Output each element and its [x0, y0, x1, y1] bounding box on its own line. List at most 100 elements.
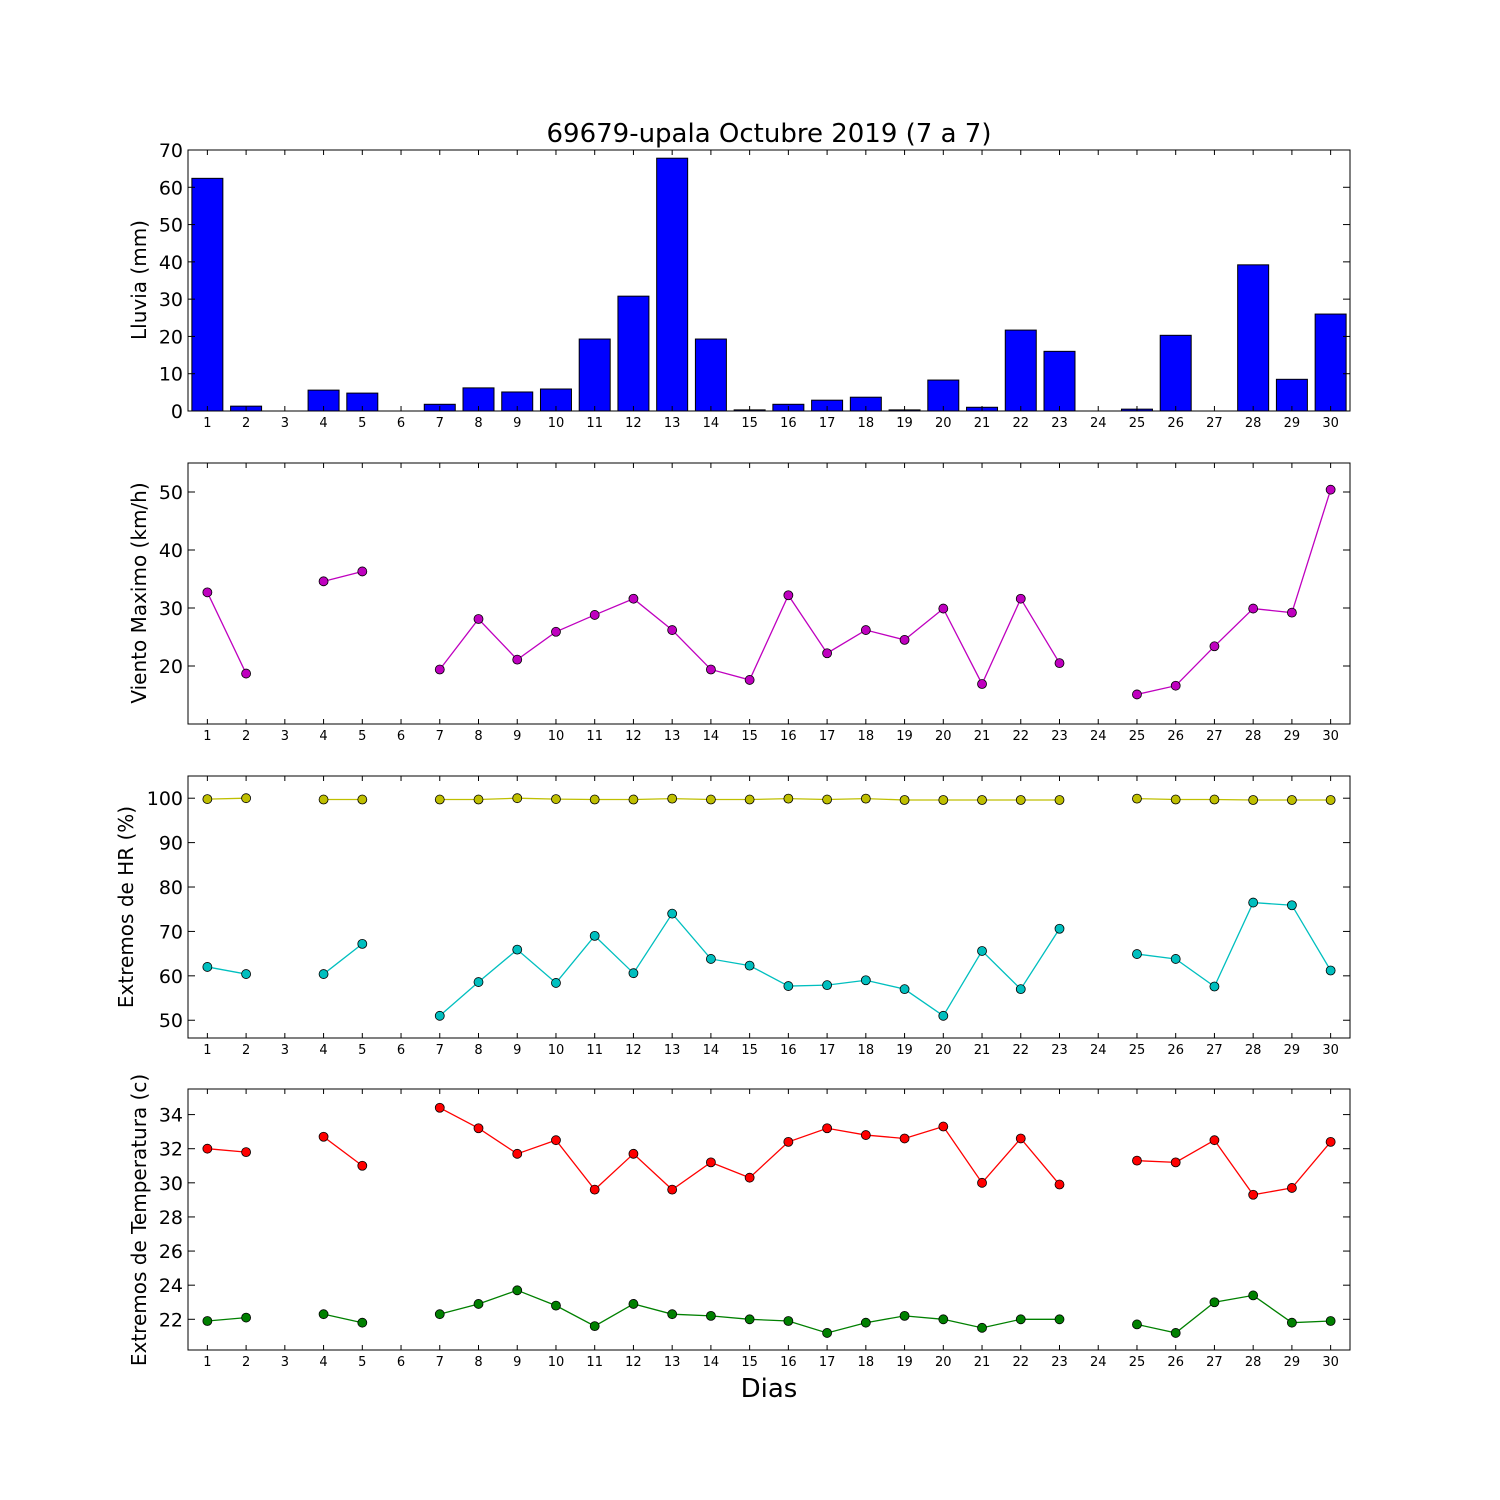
series-point	[977, 795, 987, 805]
x-tick-label: 21	[974, 1355, 991, 1370]
x-tick-label: 23	[1051, 416, 1068, 431]
series-point	[1170, 794, 1181, 805]
series-point	[899, 795, 910, 805]
x-tick-label: 18	[858, 416, 875, 431]
series-point	[589, 930, 600, 941]
series-line	[207, 966, 247, 975]
x-tick-label: 8	[474, 416, 482, 431]
series-line	[1136, 901, 1332, 988]
series-point	[1209, 1297, 1220, 1308]
y-tick-label: 28	[159, 1207, 183, 1229]
series-point	[977, 1177, 987, 1188]
x-tick-label: 7	[436, 1043, 444, 1058]
x-tick-label: 19	[896, 729, 913, 744]
x-tick-label: 30	[1322, 729, 1339, 744]
x-tick-label: 2	[242, 1043, 250, 1058]
series-point	[938, 1314, 949, 1325]
x-tick-label: 15	[741, 1355, 758, 1370]
x-tick-label: 23	[1051, 1043, 1068, 1058]
x-tick-label: 12	[625, 416, 642, 431]
x-tick-label: 5	[358, 1355, 366, 1370]
series-point	[706, 794, 716, 805]
x-tick-label: 9	[513, 416, 521, 431]
series-point	[241, 969, 252, 979]
series-point	[357, 566, 368, 577]
series-point	[357, 1317, 368, 1328]
x-tick-label: 11	[586, 416, 603, 431]
x-tick-label: 17	[819, 1355, 836, 1370]
series-point	[744, 1172, 755, 1183]
series-point	[938, 1010, 949, 1021]
x-tick-label: 13	[664, 1355, 681, 1370]
x-tick-label: 9	[513, 729, 521, 744]
series-line	[207, 1148, 247, 1153]
x-tick-label: 16	[780, 1043, 797, 1058]
series-point	[551, 1300, 561, 1311]
x-tick-label: 27	[1206, 1043, 1223, 1058]
series-point	[1170, 1328, 1181, 1338]
x-tick-label: 20	[935, 1355, 952, 1370]
y-tick-label: 22	[159, 1309, 183, 1331]
x-tick-label: 17	[819, 416, 836, 431]
y-tick-label: 100	[147, 788, 183, 810]
x-tick-label: 9	[513, 1043, 521, 1058]
series-point	[202, 962, 213, 972]
series-point	[318, 576, 329, 587]
plot-frame	[187, 775, 1351, 1039]
x-tick-label: 1	[203, 1043, 211, 1058]
x-tick-label: 25	[1129, 729, 1146, 744]
y-tick-label: 30	[159, 1173, 183, 1195]
series-point	[1170, 1157, 1181, 1168]
x-tick-label: 15	[741, 1043, 758, 1058]
y-tick-label: 40	[159, 252, 183, 274]
series-point	[628, 968, 639, 979]
series-point	[744, 794, 755, 805]
series-point	[783, 1316, 794, 1326]
x-tick-label: 18	[858, 1043, 875, 1058]
rain-bar	[1043, 350, 1076, 412]
x-tick-label: 29	[1284, 1355, 1301, 1370]
series-point	[1325, 1136, 1336, 1147]
series-point	[628, 1299, 639, 1309]
series-point	[589, 1184, 600, 1195]
x-tick-label: 13	[664, 416, 681, 431]
chart-title: 69679-upala Octubre 2019 (7 a 7)	[546, 119, 991, 149]
x-tick-label: 29	[1284, 416, 1301, 431]
series-point	[822, 794, 832, 805]
series-point	[512, 793, 523, 804]
y-tick-label: 40	[159, 540, 183, 562]
series-point	[667, 625, 678, 635]
series-point	[938, 795, 949, 805]
x-tick-label: 21	[974, 1043, 991, 1058]
series-point	[628, 593, 639, 604]
x-tick-label: 8	[474, 729, 482, 744]
x-tick-label: 20	[935, 729, 952, 744]
series-point	[667, 908, 678, 919]
x-tick-label: 20	[935, 416, 952, 431]
x-tick-label: 27	[1206, 1355, 1223, 1370]
series-point	[473, 794, 484, 805]
x-tick-label: 3	[281, 1043, 289, 1058]
series-point	[202, 1143, 213, 1154]
x-tick-label: 27	[1206, 729, 1223, 744]
series-point	[977, 1322, 987, 1333]
series-line	[206, 592, 247, 674]
x-tick-label: 11	[586, 729, 603, 744]
series-point	[512, 1285, 523, 1296]
panel-rain: Lluvia (mm) 1 2 3 4 5 6 7 8 9 10 11 12 13 14 15 16 17 18 1…	[127, 140, 1351, 431]
x-tick-label: 12	[625, 729, 642, 744]
rain-bar	[927, 379, 960, 412]
series-point	[1248, 1290, 1259, 1301]
series-point	[1287, 607, 1297, 618]
x-tick-label: 4	[319, 416, 327, 431]
series-point	[357, 1160, 368, 1171]
panel-temperature: Extremos de Temperatura (c) 1 2 3 4 5 6 7 8 9 10 1…	[127, 1074, 1351, 1370]
x-tick-label: 2	[242, 729, 250, 744]
series-point	[1170, 680, 1181, 691]
x-tick-label: 7	[436, 729, 444, 744]
series-point	[1132, 1155, 1142, 1166]
y-tick-label: 90	[159, 833, 183, 855]
x-tick-label: 13	[664, 1043, 681, 1058]
series-point	[783, 981, 794, 991]
x-tick-label: 30	[1322, 1043, 1339, 1058]
